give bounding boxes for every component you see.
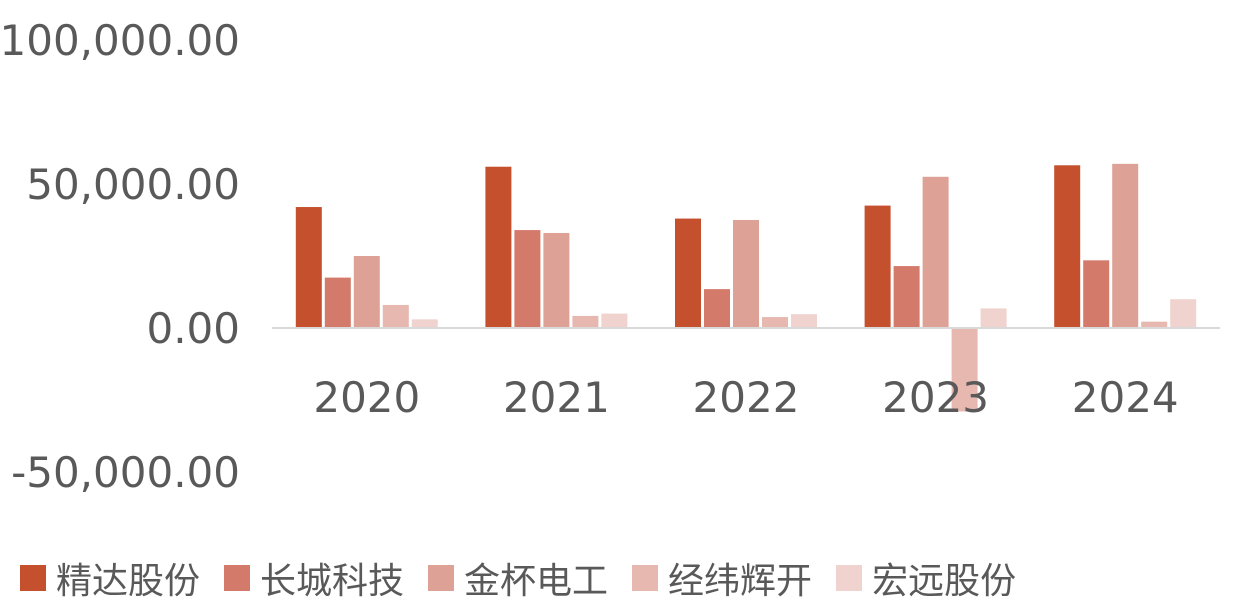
x-tick-label: 2022 <box>693 373 800 422</box>
y-tick-label: -50,000.00 <box>11 448 240 497</box>
x-tick-label: 2020 <box>313 373 420 422</box>
bar <box>1141 321 1168 328</box>
legend-label: 经纬辉开 <box>668 561 813 602</box>
bar <box>980 308 1007 328</box>
bar <box>485 166 512 328</box>
bar <box>601 313 628 328</box>
bar <box>324 277 351 328</box>
bar <box>1054 165 1081 328</box>
legend-swatch <box>20 565 46 591</box>
x-tick-label: 2021 <box>503 373 610 422</box>
legend-swatch <box>836 565 863 591</box>
legend-item: 金杯电工 <box>428 552 608 604</box>
bar <box>762 317 788 328</box>
legend-label: 长城科技 <box>260 561 405 602</box>
x-tick-label: 2023 <box>882 373 989 422</box>
bar <box>922 176 949 328</box>
x-tick-label: 2024 <box>1072 373 1179 422</box>
bar <box>411 319 438 328</box>
bar <box>951 328 978 412</box>
legend-item: 宏远股份 <box>836 552 1016 604</box>
bar <box>1083 260 1110 328</box>
bar <box>295 207 322 328</box>
legend-label: 精达股份 <box>56 561 201 602</box>
y-tick-label: 50,000.00 <box>26 160 240 209</box>
y-tick-label: 100,000.00 <box>0 16 240 65</box>
bar <box>572 315 599 328</box>
legend-item: 经纬辉开 <box>632 552 812 604</box>
bar <box>893 266 920 328</box>
bar <box>864 205 891 328</box>
legend-item: 精达股份 <box>20 552 200 604</box>
legend-label: 金杯电工 <box>464 561 609 602</box>
bar <box>1170 299 1197 328</box>
bar <box>704 289 730 328</box>
bar <box>675 218 701 328</box>
bar <box>733 220 759 328</box>
bar <box>514 230 541 328</box>
bars <box>295 163 1197 412</box>
y-tick-label: 0.00 <box>146 304 240 353</box>
x-axis: 2020 2021 2022 2023 2024 <box>313 373 1178 422</box>
legend-swatch <box>224 565 251 591</box>
bar <box>791 314 817 328</box>
legend-swatch <box>632 565 659 591</box>
legend-label: 宏远股份 <box>872 561 1017 602</box>
legend-item: 长城科技 <box>224 552 404 604</box>
bar <box>353 256 380 328</box>
bar <box>543 232 570 328</box>
bar <box>1112 163 1139 328</box>
legend-swatch <box>428 565 455 591</box>
y-axis: 100,000.00 50,000.00 0.00 -50,000.00 <box>0 16 240 497</box>
legend: 精达股份 长城科技 金杯电工 经纬辉开 宏远股份 <box>20 548 1230 608</box>
bar <box>382 304 409 328</box>
